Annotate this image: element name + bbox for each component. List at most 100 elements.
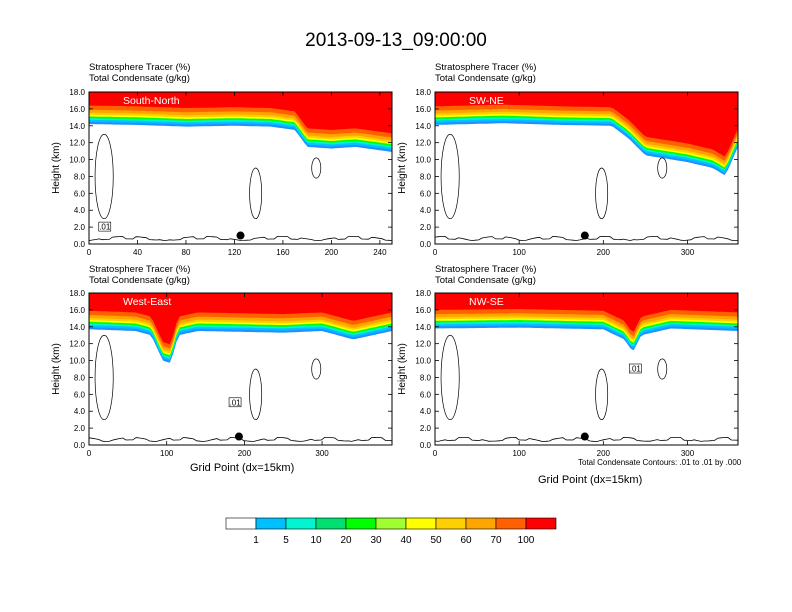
panel1-header-line1: Stratosphere Tracer (%) [89,62,191,73]
panel2-title: SW-NE [469,95,504,107]
xtick-label: 160 [276,248,290,257]
tracer-field [89,293,392,445]
colorbar-label: 5 [283,535,289,546]
ytick-label: 18.0 [69,88,85,97]
colorbar-swatch-5 [375,517,407,530]
ytick-label: 12.0 [415,340,431,349]
panel4-title: NW-SE [469,296,504,308]
panel2-header: Stratosphere Tracer (%) Total Condensate… [435,62,536,84]
panel-4: NW-SE .01 0.0 2.0 4.0 6.0 8.0 10.0 12.0 14.0 16.0 1… [397,289,739,458]
colorbar-label: 40 [400,535,412,546]
station-marker [580,432,589,441]
panel3-header: Stratosphere Tracer (%) Total Condensate… [89,264,190,286]
xtick-label: 300 [315,449,329,458]
panel3-xlabel: Grid Point (dx=15km) [190,462,295,474]
xtick-label: 200 [238,449,252,458]
colorbar-label: 70 [490,535,502,546]
ytick-label: 6.0 [74,390,86,399]
xtick-label: 200 [597,449,611,458]
contour-label-box [98,221,112,232]
xtick-label: 0 [87,248,92,257]
ytick-label: 6.0 [420,189,432,198]
panel2-header-line1: Stratosphere Tracer (%) [435,62,537,73]
colorbar-swatch-9 [495,517,527,530]
panel1-ylabel: Height (km) [51,142,62,194]
figure-title: 2013-09-13_09:00:00 [305,30,487,51]
colorbar-swatch-4 [345,517,377,530]
ytick-label: 10.0 [415,156,431,165]
condensate-contour-0 [94,133,114,220]
ytick-label: 18.0 [415,289,431,298]
station-marker [236,231,245,240]
colorbar-swatch-10 [525,517,557,530]
xtick-label: 0 [433,248,438,257]
ytick-label: 14.0 [69,122,85,131]
contour-label-box [228,397,242,408]
ytick-label: 16.0 [415,105,431,114]
panel2-header-line2: Total Condensate (g/kg) [435,73,536,84]
ytick-label: 12.0 [69,139,85,148]
ytick-label: 0.0 [420,441,432,450]
ytick-label: 16.0 [69,105,85,114]
ytick-label: 8.0 [74,172,86,181]
colorbar-label: 1 [253,535,259,546]
panel3-header-line1: Stratosphere Tracer (%) [89,264,191,275]
condensate-contour-2 [311,157,322,179]
xtick-label: 80 [182,248,191,257]
contour-note: Total Condensate Contours: .01 to .01 by… [578,458,742,467]
tracer-field [89,92,392,244]
tracer-field [435,293,738,445]
ytick-label: 18.0 [415,88,431,97]
contour-label: .01 [99,223,111,232]
ytick-label: 0.0 [420,240,432,249]
ytick-label: 6.0 [74,189,86,198]
ytick-label: 8.0 [74,373,86,382]
colorbar-swatch-7 [435,517,467,530]
ytick-label: 2.0 [74,424,86,433]
condensate-contour-2 [657,157,668,179]
tracer-band-8 [435,92,738,157]
panel1-title: South-North [123,95,180,107]
panel3-header-line2: Total Condensate (g/kg) [89,275,190,286]
ytick-label: 4.0 [420,407,432,416]
ytick-label: 0.0 [74,441,86,450]
panel4-ylabel: Height (km) [397,343,408,395]
ytick-label: 14.0 [69,323,85,332]
ytick-label: 10.0 [415,357,431,366]
ytick-label: 4.0 [74,206,86,215]
colorbar-swatch-3 [315,517,347,530]
panel4-xlabel: Grid Point (dx=15km) [538,474,643,486]
xtick-label: 100 [512,449,526,458]
ytick-label: 8.0 [420,373,432,382]
ytick-label: 12.0 [69,340,85,349]
colorbar-swatch-1 [255,517,287,530]
ytick-label: 2.0 [420,424,432,433]
xtick-label: 300 [681,449,695,458]
contour-label: .01 [630,365,642,374]
condensate-contour-2 [657,358,668,380]
contour-label-box [629,363,642,374]
ytick-label: 0.0 [74,240,86,249]
panel3-ylabel: Height (km) [51,343,62,395]
xtick-label: 200 [597,248,611,257]
panel-2: SW-NE 0.0 2.0 4.0 6.0 8.0 10.0 12.0 14.0 16.0 18.0… [397,88,739,257]
condensate-contour-1 [249,167,263,220]
xtick-label: 0 [433,449,438,458]
plot-frame [88,91,393,245]
ytick-label: 14.0 [415,122,431,131]
xtick-label: 120 [228,248,242,257]
panel3-title: West-East [123,296,171,308]
ytick-label: 18.0 [69,289,85,298]
colorbar-label: 20 [340,535,352,546]
tracer-band-8 [435,293,738,332]
xtick-label: 40 [133,248,142,257]
colorbar-label: 60 [460,535,472,546]
colorbar-label: 50 [430,535,442,546]
condensate-contour-0 [440,334,460,421]
colorbar [225,517,557,530]
contour-label: .01 [229,398,241,407]
xtick-label: 200 [325,248,339,257]
panel-1: South-North .01 0.0 2.0 4.0 6.0 8.0 10.0 12.0 14.… [51,88,393,257]
panel-3: West-East .01 0.0 2.0 4.0 6.0 8.0 10.0 12.0 14.0 1… [51,289,393,458]
